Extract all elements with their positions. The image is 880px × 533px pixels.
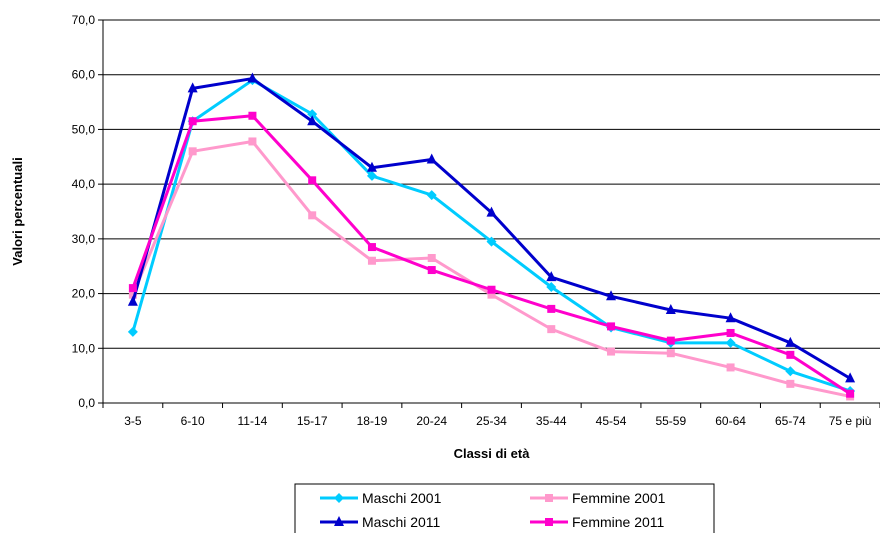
- y-tick-label: 10,0: [72, 341, 96, 355]
- data-point: [366, 170, 377, 181]
- data-point: [726, 363, 735, 372]
- data-point: [367, 243, 376, 252]
- data-point: [486, 236, 497, 247]
- data-point: [665, 303, 676, 314]
- data-point: [726, 328, 735, 337]
- y-axis-title: Valori percentuali: [10, 157, 25, 265]
- legend: Maschi 2001 Femmine 2001 Maschi 2011 Femmin…: [294, 483, 715, 533]
- data-point: [307, 115, 318, 126]
- y-tick-label: 20,0: [72, 287, 96, 301]
- legend-label: Maschi 2001: [362, 490, 442, 506]
- legend-label: Femmine 2001: [572, 490, 666, 506]
- data-point: [725, 312, 736, 323]
- y-tick-label: 30,0: [72, 232, 96, 246]
- data-point: [546, 271, 557, 282]
- data-point: [187, 82, 198, 93]
- legend-entry: Femmine 2001: [530, 490, 666, 506]
- x-tick-label: 18-19: [357, 414, 388, 428]
- series-line: [131, 139, 851, 398]
- data-point: [786, 379, 795, 388]
- data-point: [367, 256, 376, 265]
- y-tick-label: 40,0: [72, 177, 96, 191]
- series-lines: [127, 72, 856, 401]
- data-point: [546, 282, 557, 293]
- data-point: [188, 117, 197, 126]
- x-axis-title: Classi di età: [454, 446, 531, 461]
- y-tick-label: 50,0: [72, 122, 96, 136]
- legend-swatch-marker: [334, 493, 344, 503]
- x-tick-label: 20-24: [416, 414, 447, 428]
- legend-entry: Maschi 2011: [320, 514, 441, 530]
- data-point: [547, 304, 556, 313]
- data-point: [426, 190, 437, 201]
- data-point: [248, 137, 257, 146]
- y-tick-label: 0,0: [78, 396, 95, 410]
- data-point: [427, 254, 436, 263]
- data-point: [785, 336, 796, 347]
- axes: [98, 19, 880, 408]
- data-point: [845, 372, 856, 383]
- data-point: [127, 326, 138, 337]
- series-line: [131, 114, 851, 395]
- data-point: [486, 206, 497, 217]
- series-line: [131, 77, 851, 380]
- data-point: [666, 336, 675, 345]
- legend-entry: Femmine 2011: [530, 514, 665, 530]
- legend-label: Maschi 2011: [362, 514, 441, 530]
- y-tick-label: 60,0: [72, 68, 96, 82]
- data-point: [487, 285, 496, 294]
- legend-box: [294, 483, 715, 533]
- legend-swatch-marker: [545, 518, 553, 526]
- x-tick-label: 75 e più: [829, 414, 872, 428]
- x-tick-label: 25-34: [476, 414, 507, 428]
- data-point: [247, 72, 258, 83]
- data-point: [487, 290, 496, 299]
- data-point: [248, 111, 257, 120]
- series-line: [131, 78, 851, 393]
- data-point: [127, 295, 138, 306]
- data-point: [846, 389, 855, 398]
- data-point: [785, 366, 796, 377]
- x-tick-label: 11-14: [238, 414, 268, 428]
- data-point: [607, 322, 616, 331]
- data-point: [427, 266, 436, 275]
- data-point: [128, 284, 137, 293]
- grid-lines: [103, 19, 880, 349]
- series-femmine-2011: [128, 111, 855, 398]
- x-tick-label: 15-17: [297, 414, 328, 428]
- data-point: [547, 325, 556, 334]
- data-point: [786, 350, 795, 359]
- x-tick-label: 45-54: [596, 414, 627, 428]
- x-tick-label: 55-59: [655, 414, 686, 428]
- data-point: [366, 161, 377, 172]
- legend-swatch-marker: [545, 494, 553, 502]
- tick-labels: 0,0 10,0 20,0 30,0 40,0 50,0 60,0 70,0 3-5 6-10 11…: [72, 13, 872, 428]
- data-point: [725, 337, 736, 348]
- data-point: [128, 290, 137, 299]
- x-tick-label: 60-64: [715, 414, 746, 428]
- legend-swatch-marker: [334, 516, 344, 526]
- legend-label: Femmine 2011: [572, 514, 665, 530]
- x-tick-label: 35-44: [536, 414, 567, 428]
- data-point: [426, 153, 437, 164]
- legend-entry: Maschi 2001: [320, 490, 442, 506]
- data-point: [307, 109, 318, 120]
- data-point: [666, 349, 675, 358]
- data-point: [607, 347, 616, 356]
- series-maschi-2011: [127, 72, 856, 383]
- data-point: [606, 290, 617, 301]
- y-tick-label: 70,0: [72, 13, 96, 27]
- x-tick-label: 3-5: [124, 414, 142, 428]
- data-point: [308, 211, 317, 220]
- series-femmine-2001: [128, 137, 855, 401]
- data-point: [308, 176, 317, 185]
- x-tick-label: 6-10: [181, 414, 205, 428]
- data-point: [188, 147, 197, 156]
- x-tick-label: 65-74: [775, 414, 806, 428]
